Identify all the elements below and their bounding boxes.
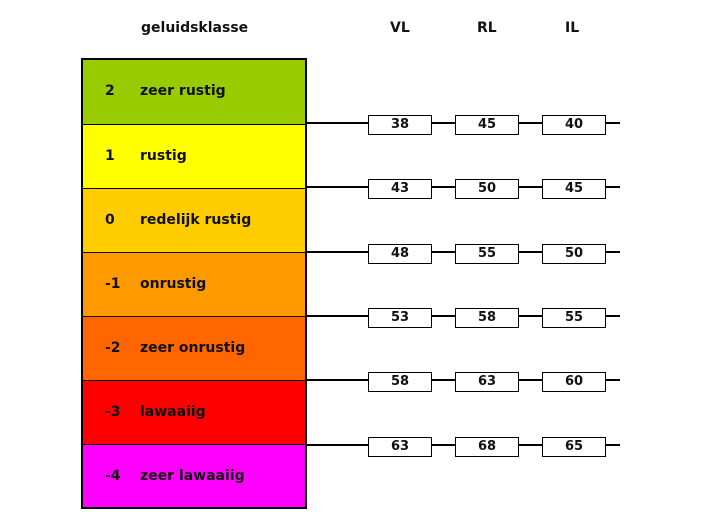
noise-class-number: -4 bbox=[105, 468, 121, 484]
boundary-value-rl: 50 bbox=[455, 179, 519, 199]
noise-class-label: zeer lawaaiig bbox=[140, 468, 245, 484]
header-geluidsklasse: geluidsklasse bbox=[141, 20, 249, 36]
noise-class-band: -2 zeer onrustig bbox=[83, 316, 305, 380]
noise-class-band: 0 redelijk rustig bbox=[83, 188, 305, 252]
noise-class-label: rustig bbox=[140, 148, 187, 164]
noise-class-band: -3 lawaaiig bbox=[83, 380, 305, 444]
noise-class-number: -2 bbox=[105, 340, 121, 356]
noise-class-label: zeer onrustig bbox=[140, 340, 246, 356]
header-il: IL bbox=[565, 20, 580, 36]
noise-class-scale: 2 zeer rustig 1 rustig 0 redelijk rustig -1 onr… bbox=[81, 58, 307, 509]
boundary-value-il: 55 bbox=[542, 308, 606, 328]
noise-class-label: lawaaiig bbox=[140, 404, 206, 420]
noise-class-number: -3 bbox=[105, 404, 121, 420]
boundary-value-il: 40 bbox=[542, 115, 606, 135]
noise-class-number: 1 bbox=[105, 148, 115, 164]
boundary-value-vl: 58 bbox=[368, 372, 432, 392]
noise-class-number: 2 bbox=[105, 83, 115, 99]
noise-class-label: zeer rustig bbox=[140, 83, 226, 99]
boundary-value-il: 65 bbox=[542, 437, 606, 457]
boundary-value-rl: 63 bbox=[455, 372, 519, 392]
boundary-value-rl: 55 bbox=[455, 244, 519, 264]
noise-class-label: onrustig bbox=[140, 276, 207, 292]
noise-class-band: -1 onrustig bbox=[83, 252, 305, 316]
boundary-value-rl: 68 bbox=[455, 437, 519, 457]
boundary-value-vl: 53 bbox=[368, 308, 432, 328]
boundary-value-il: 50 bbox=[542, 244, 606, 264]
boundary-value-vl: 63 bbox=[368, 437, 432, 457]
boundary-value-il: 45 bbox=[542, 179, 606, 199]
boundary-value-vl: 43 bbox=[368, 179, 432, 199]
header-rl: RL bbox=[477, 20, 497, 36]
boundary-value-il: 60 bbox=[542, 372, 606, 392]
noise-class-number: -1 bbox=[105, 276, 121, 292]
boundary-value-vl: 48 bbox=[368, 244, 432, 264]
boundary-value-rl: 58 bbox=[455, 308, 519, 328]
noise-class-band: 2 zeer rustig bbox=[83, 60, 305, 124]
boundary-value-rl: 45 bbox=[455, 115, 519, 135]
boundary-value-vl: 38 bbox=[368, 115, 432, 135]
noise-class-label: redelijk rustig bbox=[140, 212, 252, 228]
header-vl: VL bbox=[390, 20, 410, 36]
noise-class-number: 0 bbox=[105, 212, 115, 228]
noise-class-band: -4 zeer lawaaiig bbox=[83, 444, 305, 507]
noise-class-band: 1 rustig bbox=[83, 124, 305, 188]
